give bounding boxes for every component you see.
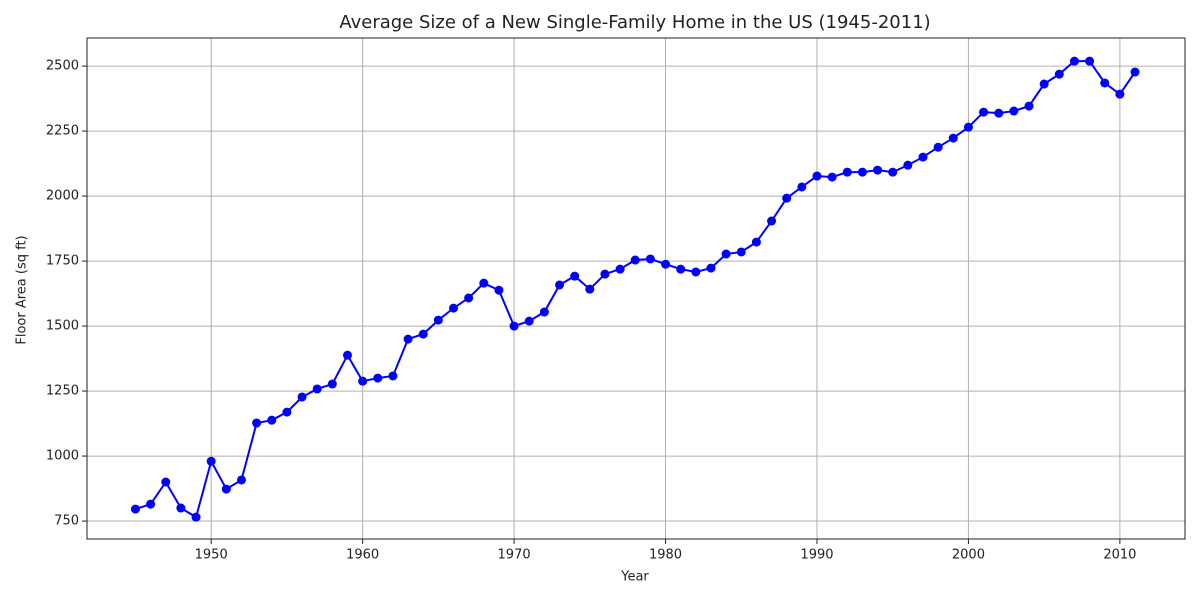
data-point bbox=[570, 271, 580, 281]
data-point bbox=[691, 267, 701, 277]
data-point bbox=[933, 142, 943, 152]
data-point bbox=[191, 512, 201, 522]
data-point bbox=[403, 334, 413, 344]
data-point bbox=[312, 384, 322, 394]
data-point bbox=[206, 456, 216, 466]
data-point bbox=[994, 108, 1004, 118]
data-point bbox=[1115, 89, 1125, 99]
data-point bbox=[252, 418, 262, 428]
data-point bbox=[812, 171, 822, 181]
data-point bbox=[797, 182, 807, 192]
y-tick-label: 2250 bbox=[46, 124, 79, 139]
data-point bbox=[282, 407, 292, 417]
x-axis-label: Year bbox=[620, 570, 649, 585]
data-point bbox=[676, 264, 686, 274]
data-point bbox=[433, 315, 443, 325]
data-point bbox=[1039, 79, 1049, 89]
x-tick-label: 1970 bbox=[498, 548, 531, 563]
y-tick-label: 2500 bbox=[46, 59, 79, 74]
data-point bbox=[176, 503, 186, 513]
data-point bbox=[130, 504, 140, 514]
data-point bbox=[221, 484, 231, 494]
data-point bbox=[873, 165, 883, 175]
data-point bbox=[1054, 69, 1064, 79]
data-point bbox=[464, 293, 474, 303]
data-point bbox=[600, 269, 610, 279]
y-axis-label: Floor Area (sq ft) bbox=[15, 235, 30, 344]
data-point bbox=[585, 284, 595, 294]
data-point bbox=[1085, 56, 1095, 66]
data-point bbox=[948, 133, 958, 143]
data-point bbox=[903, 160, 913, 170]
data-point bbox=[661, 259, 671, 269]
data-point bbox=[857, 167, 867, 177]
data-point bbox=[721, 249, 731, 259]
data-point bbox=[297, 392, 307, 402]
data-point bbox=[1069, 56, 1079, 66]
data-point bbox=[767, 216, 777, 226]
data-point bbox=[827, 172, 837, 182]
data-line bbox=[135, 60, 1136, 519]
data-point bbox=[615, 264, 625, 274]
plot-frame bbox=[86, 37, 1186, 540]
data-point bbox=[842, 167, 852, 177]
data-point bbox=[706, 263, 716, 273]
data-point bbox=[509, 321, 519, 331]
y-tick-label: 1750 bbox=[46, 254, 79, 269]
y-tick-label: 1500 bbox=[46, 319, 79, 334]
data-point bbox=[146, 499, 156, 509]
data-point bbox=[267, 415, 277, 425]
data-point bbox=[963, 122, 973, 132]
data-point bbox=[449, 303, 459, 313]
data-point bbox=[751, 237, 761, 247]
data-point bbox=[645, 254, 655, 264]
data-point bbox=[342, 350, 352, 360]
x-tick-label: 2010 bbox=[1103, 548, 1136, 563]
data-point bbox=[782, 193, 792, 203]
data-point bbox=[479, 278, 489, 288]
data-point bbox=[1130, 67, 1140, 77]
y-tick-label: 750 bbox=[54, 514, 79, 529]
data-point bbox=[388, 371, 398, 381]
data-point bbox=[1100, 78, 1110, 88]
y-tick-label: 2000 bbox=[46, 189, 79, 204]
y-tick-label: 1000 bbox=[46, 449, 79, 464]
data-point bbox=[373, 373, 383, 383]
data-point bbox=[555, 280, 565, 290]
data-point bbox=[1024, 101, 1034, 111]
data-point bbox=[161, 477, 171, 487]
data-point bbox=[1009, 106, 1019, 116]
x-tick-label: 1990 bbox=[800, 548, 833, 563]
data-point bbox=[236, 475, 246, 485]
x-tick-label: 1950 bbox=[195, 548, 228, 563]
data-point bbox=[494, 285, 504, 295]
data-point bbox=[979, 107, 989, 117]
data-point bbox=[418, 329, 428, 339]
x-tick-label: 2000 bbox=[952, 548, 985, 563]
data-point bbox=[327, 379, 337, 389]
data-point bbox=[358, 376, 368, 386]
data-point bbox=[888, 167, 898, 177]
data-point bbox=[524, 316, 534, 326]
x-tick-label: 1960 bbox=[346, 548, 379, 563]
data-point bbox=[918, 152, 928, 162]
data-point bbox=[736, 247, 746, 257]
data-point bbox=[539, 307, 549, 317]
chart-title: Average Size of a New Single-Family Home… bbox=[339, 12, 930, 33]
data-point bbox=[630, 255, 640, 265]
y-tick-label: 1250 bbox=[46, 384, 79, 399]
x-tick-label: 1980 bbox=[649, 548, 682, 563]
